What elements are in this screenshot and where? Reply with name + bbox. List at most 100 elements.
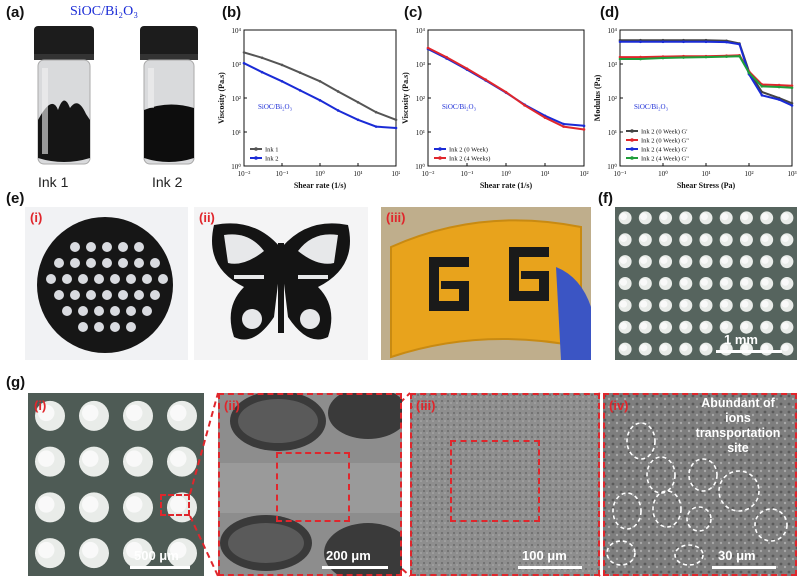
data-point — [260, 56, 264, 60]
data-point — [790, 86, 794, 90]
data-point — [639, 57, 642, 61]
y-tick-label: 10² — [608, 95, 617, 103]
x-tick-label: 10² — [391, 170, 400, 178]
dot-highlight — [700, 344, 708, 352]
data-point — [298, 89, 302, 92]
scale-label-g-ii: 200 μm — [326, 548, 371, 563]
data-point — [725, 40, 728, 44]
x-tick-label: 10¹ — [701, 170, 710, 178]
y-tick-label: 10⁴ — [416, 27, 426, 35]
data-point — [356, 118, 360, 122]
dot-highlight — [721, 322, 729, 330]
dot-highlight — [619, 213, 628, 221]
panel-label-g: (g) — [6, 374, 26, 391]
dot-highlight — [38, 450, 55, 467]
data-point — [639, 40, 642, 44]
y-axis-label: Viscosity (Pa.s) — [402, 72, 410, 124]
data-point — [242, 61, 246, 65]
dot-highlight — [781, 234, 789, 243]
dot-highlight — [660, 344, 668, 352]
y-tick-label: 10³ — [608, 61, 617, 69]
data-point — [465, 67, 469, 70]
data-point — [682, 56, 685, 59]
data-point — [484, 78, 487, 81]
dot-highlight — [721, 278, 729, 286]
dot-highlight — [640, 278, 648, 286]
dot-highlight — [619, 344, 628, 352]
dot-highlight — [761, 322, 769, 330]
data-point — [523, 104, 526, 107]
data-point — [760, 85, 764, 88]
dot-highlight — [640, 213, 648, 221]
panel-g-sub-ii: (ii) — [224, 398, 240, 413]
dot-highlight — [721, 213, 729, 221]
data-point — [562, 125, 565, 128]
dot-highlight — [741, 300, 749, 308]
scale-bar-f — [716, 350, 782, 353]
legend-marker — [254, 156, 258, 160]
ink2-label: Ink 2 — [152, 174, 183, 190]
data-point — [777, 85, 781, 89]
data-point — [318, 99, 322, 102]
dot-highlight — [640, 344, 648, 352]
data-point — [725, 55, 728, 58]
dot-highlight — [680, 322, 688, 330]
scale-bar-g-iv — [712, 566, 776, 569]
dot-highlight — [126, 450, 143, 467]
annotation-line-2: ions — [725, 411, 751, 425]
dot-highlight — [680, 278, 688, 286]
sem-zoom-iv — [603, 393, 797, 576]
vials-drawing — [34, 26, 198, 165]
y-tick-label: 10³ — [416, 61, 425, 69]
data-point — [738, 54, 741, 58]
dot-highlight — [781, 300, 789, 308]
x-tick-label: 10⁻² — [238, 170, 251, 178]
panel-g-sub-iv: (iv) — [609, 398, 629, 413]
scale-bar-g-ii — [322, 566, 388, 569]
data-point — [582, 124, 586, 128]
dot-highlight — [781, 256, 789, 264]
dot-highlight — [680, 234, 688, 243]
dot-highlight — [700, 278, 708, 286]
legend-entry: Ink 2 (4 Weeks) — [449, 156, 490, 163]
printed-butterfly-photo — [194, 207, 368, 360]
x-tick-label: 10² — [579, 170, 588, 178]
legend-marker — [630, 129, 634, 133]
data-point — [760, 94, 764, 97]
x-tick-label: 10⁰ — [501, 170, 511, 178]
sem-ii-texture — [218, 393, 402, 576]
data-point — [336, 109, 340, 112]
data-point — [426, 46, 430, 50]
data-point — [374, 110, 378, 114]
dot-highlight — [741, 322, 749, 330]
legend-entry: Ink 2 (4 Week) G' — [641, 147, 687, 154]
y-tick-label: 10⁴ — [608, 27, 618, 35]
dot-highlight — [82, 404, 99, 422]
panel-label-b: (b) — [222, 4, 242, 21]
panel-e-sub-iii: (iii) — [386, 210, 406, 225]
scale-label-g-iv: 30 μm — [718, 548, 756, 563]
dot-highlight — [126, 404, 143, 422]
y-tick-label: 10³ — [232, 61, 241, 69]
sem-zoom-iii — [410, 393, 600, 576]
data-point — [738, 42, 741, 46]
data-point — [356, 100, 360, 104]
viscosity-chart-c: 10⁻² 10⁻¹ 10⁰ 10¹ 10² 10⁰ 10¹ 10² 10³ 10⁴ Shear ra… — [402, 27, 589, 190]
dot-highlight — [640, 234, 648, 243]
y-tick-label: 10⁴ — [232, 27, 242, 35]
x-tick-label: 10⁻¹ — [614, 170, 627, 178]
dot-highlight — [761, 234, 769, 243]
dot-highlight — [640, 256, 648, 264]
dot-highlight — [741, 278, 749, 286]
dot-highlight — [660, 278, 668, 286]
scale-bar-g-i — [130, 566, 190, 569]
lattice-drawing — [37, 217, 173, 353]
y-tick-label: 10⁰ — [415, 163, 425, 171]
x-tick-label: 10⁰ — [315, 170, 325, 178]
panel-label-d: (d) — [600, 4, 620, 21]
dot-highlight — [700, 213, 708, 221]
annotation-line-4: site — [727, 441, 749, 455]
data-point — [704, 40, 708, 44]
y-tick-label: 10¹ — [416, 129, 425, 137]
y-axis-label: Viscosity (Pa.s) — [218, 72, 226, 124]
